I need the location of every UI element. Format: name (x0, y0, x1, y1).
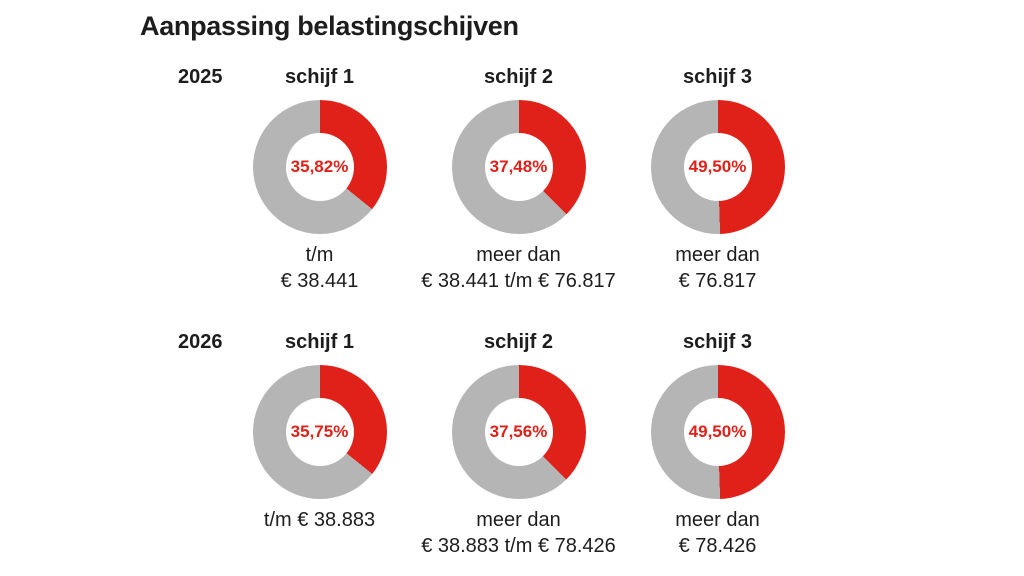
range-line-1: meer dan (675, 244, 760, 266)
donut-range-label: t/m € 38.883 (264, 507, 375, 533)
donut-percentage: 37,56% (489, 422, 548, 441)
donut-range-label: meer dan € 38.441 t/m € 76.817 (421, 242, 616, 294)
donut-hole: 37,48% (484, 133, 553, 201)
donut-chart-2026-schijf-1: 35,75% (252, 365, 387, 499)
donut-range-label: meer dan € 76.817 (675, 242, 760, 294)
donut-cell-2025-schijf-2: schijf 2 37,48% meer dan € 38.441 t/m € … (419, 64, 618, 294)
donut-cell-2026-schijf-1: schijf 1 35,75% t/m € 38.883 (220, 329, 419, 559)
donut-cell-2026-schijf-3: schijf 3 49,50% meer dan € 78.426 (618, 329, 817, 559)
donut-hole: 49,50% (683, 133, 752, 201)
donut-title: schijf 3 (683, 331, 752, 353)
year-label-2026: 2026 (178, 331, 223, 353)
donut-title: schijf 2 (484, 331, 553, 353)
donut-percentage: 49,50% (688, 422, 747, 441)
chart-title: Aanpassing belastingschijven (140, 11, 519, 41)
donut-title: schijf 2 (484, 66, 553, 88)
range-line-1: meer dan (476, 244, 561, 266)
donut-hole: 37,56% (484, 398, 553, 466)
donut-percentage: 37,48% (489, 157, 548, 176)
range-line-2: € 38.883 t/m € 78.426 (421, 535, 616, 557)
range-line-1: meer dan (675, 509, 760, 531)
range-line-2: € 78.426 (678, 535, 757, 557)
donut-cell-2025-schijf-3: schijf 3 49,50% meer dan € 76.817 (618, 64, 817, 294)
chart-row-2026: 2026 schijf 1 35,75% t/m € 38.883 schijf… (0, 329, 1024, 559)
donut-hole: 35,75% (285, 398, 354, 466)
donut-hole: 49,50% (683, 398, 752, 466)
donut-chart-2025-schijf-3: 49,50% (650, 100, 785, 234)
donut-title: schijf 1 (285, 331, 354, 353)
range-line-1: t/m (305, 244, 334, 266)
donut-percentage: 35,82% (290, 157, 349, 176)
donut-chart-2026-schijf-3: 49,50% (650, 365, 785, 499)
donut-chart-2026-schijf-2: 37,56% (451, 365, 586, 499)
donut-title: schijf 1 (285, 66, 354, 88)
range-line-2: € 76.817 (678, 270, 757, 292)
range-line-1: meer dan (476, 509, 561, 531)
donut-cell-2026-schijf-2: schijf 2 37,56% meer dan € 38.883 t/m € … (419, 329, 618, 559)
donut-chart-2025-schijf-1: 35,82% (252, 100, 387, 234)
donut-percentage: 35,75% (290, 422, 349, 441)
donut-hole: 35,82% (285, 133, 354, 201)
donut-cell-2025-schijf-1: schijf 1 35,82% t/m € 38.441 (220, 64, 419, 294)
range-line-2: € 38.441 (280, 270, 359, 292)
year-label-2025: 2025 (178, 66, 223, 88)
donut-title: schijf 3 (683, 66, 752, 88)
donut-chart-2025-schijf-2: 37,48% (451, 100, 586, 234)
range-line-1: t/m € 38.883 (263, 509, 376, 531)
donut-range-label: t/m € 38.441 (281, 242, 359, 294)
chart-row-2025: 2025 schijf 1 35,82% t/m € 38.441 schijf… (0, 64, 1024, 294)
donut-range-label: meer dan € 38.883 t/m € 78.426 (421, 507, 616, 559)
donut-range-label: meer dan € 78.426 (675, 507, 760, 559)
donut-percentage: 49,50% (688, 157, 747, 176)
range-line-2: € 38.441 t/m € 76.817 (421, 270, 616, 292)
